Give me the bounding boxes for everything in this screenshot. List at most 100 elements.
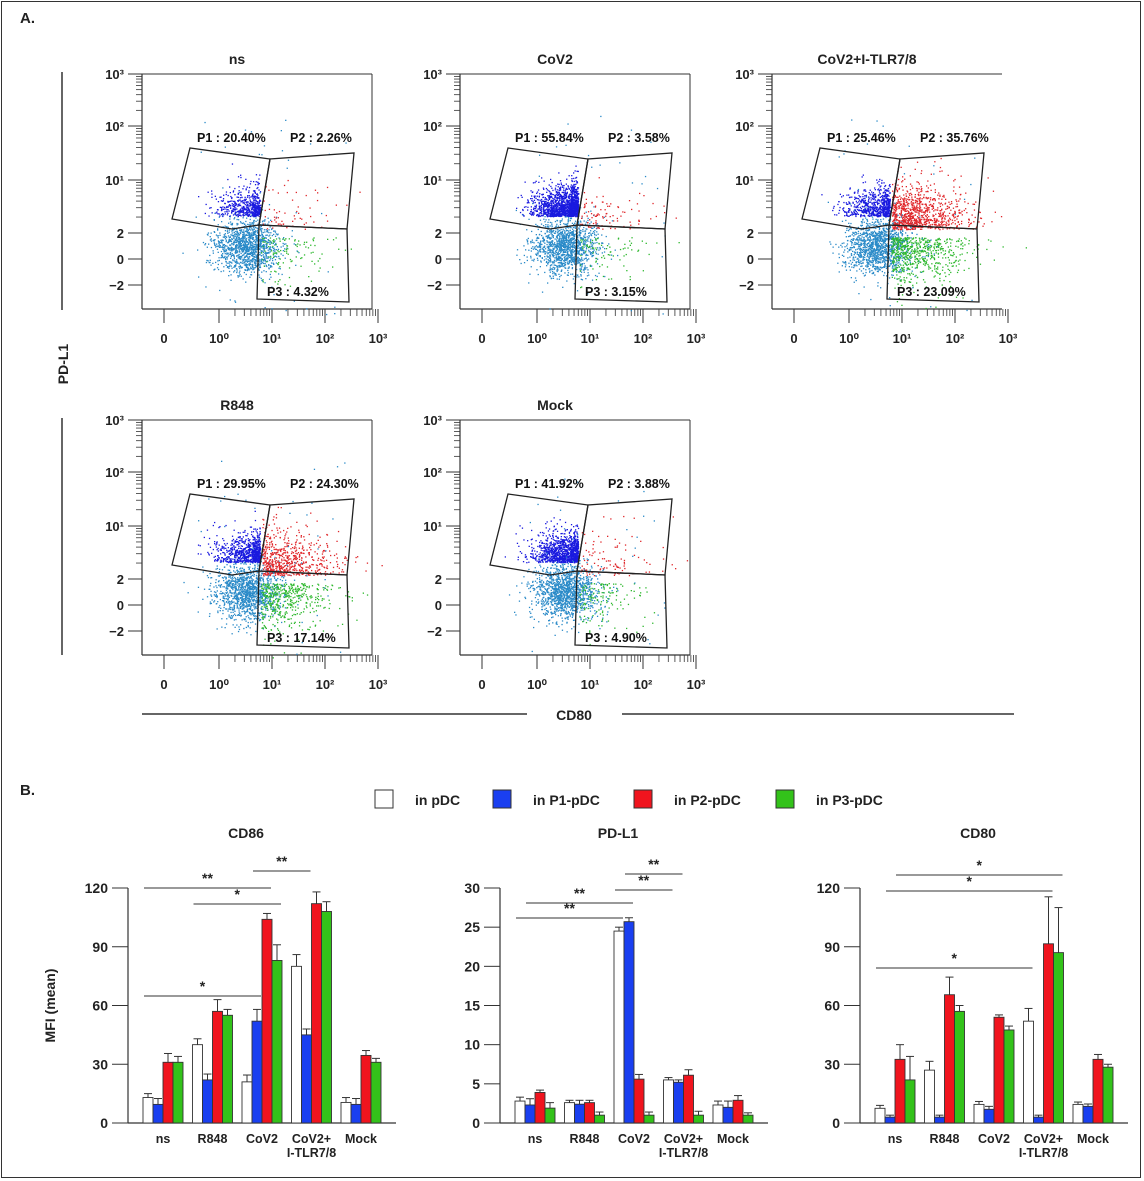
event-dot bbox=[551, 261, 553, 263]
event-dot bbox=[537, 228, 539, 231]
event-dot bbox=[326, 186, 329, 189]
event-dot bbox=[220, 254, 223, 257]
event-dot bbox=[248, 210, 251, 212]
event-dot bbox=[595, 228, 598, 230]
event-dot bbox=[253, 267, 255, 269]
event-dot bbox=[247, 266, 249, 269]
event-dot bbox=[246, 249, 248, 251]
event-dot bbox=[253, 228, 255, 230]
event-dot bbox=[252, 248, 254, 250]
event-dot bbox=[249, 218, 251, 221]
event-dot bbox=[272, 245, 274, 248]
event-dot bbox=[256, 231, 259, 233]
event-dot bbox=[228, 248, 230, 250]
event-dot bbox=[571, 204, 573, 206]
event-dot bbox=[554, 220, 557, 223]
event-dot bbox=[238, 244, 240, 246]
event-dot bbox=[609, 216, 611, 218]
event-dot bbox=[596, 241, 598, 244]
event-dot bbox=[532, 246, 534, 248]
event-dot bbox=[527, 209, 529, 211]
event-dot bbox=[275, 249, 278, 251]
event-dot bbox=[237, 176, 240, 178]
event-dot bbox=[553, 232, 555, 234]
event-dot bbox=[545, 224, 547, 226]
event-dot bbox=[573, 213, 575, 215]
event-dot bbox=[250, 234, 252, 236]
event-dot bbox=[568, 256, 571, 258]
event-dot bbox=[243, 261, 245, 263]
event-dot bbox=[224, 146, 226, 148]
event-dot bbox=[260, 230, 263, 232]
event-dot bbox=[558, 250, 560, 252]
event-dot bbox=[220, 196, 222, 198]
event-dot bbox=[221, 241, 223, 243]
event-dot bbox=[326, 220, 329, 222]
event-dot bbox=[601, 242, 603, 244]
event-dot bbox=[578, 247, 581, 249]
event-dot bbox=[214, 239, 216, 241]
event-dot bbox=[559, 212, 561, 214]
event-dot bbox=[305, 246, 307, 248]
event-dot bbox=[583, 236, 585, 238]
event-dot bbox=[241, 200, 243, 203]
event-dot bbox=[245, 213, 247, 215]
event-dot bbox=[542, 237, 544, 239]
event-dot bbox=[572, 230, 574, 233]
event-dot bbox=[225, 245, 227, 247]
event-dot bbox=[584, 252, 586, 254]
event-dot bbox=[231, 230, 233, 232]
event-dot bbox=[590, 248, 592, 250]
event-dot bbox=[594, 230, 596, 232]
event-dot bbox=[566, 229, 569, 232]
event-dot bbox=[294, 218, 296, 220]
event-dot bbox=[235, 246, 237, 248]
event-dot bbox=[570, 242, 572, 245]
event-dot bbox=[555, 208, 557, 210]
event-dot bbox=[258, 213, 260, 215]
event-dot bbox=[577, 221, 580, 223]
event-dot bbox=[275, 216, 278, 218]
event-dot bbox=[537, 259, 539, 261]
event-dot bbox=[275, 221, 277, 223]
event-dot bbox=[585, 247, 588, 249]
event-dot bbox=[569, 231, 571, 234]
event-dot bbox=[583, 262, 585, 265]
event-dot bbox=[549, 276, 551, 278]
event-dot bbox=[255, 210, 257, 213]
event-dot bbox=[574, 259, 576, 261]
event-dot bbox=[244, 241, 246, 243]
event-dot bbox=[566, 215, 569, 217]
event-dot bbox=[316, 199, 319, 202]
event-dot bbox=[236, 228, 238, 231]
event-dot bbox=[239, 246, 241, 248]
event-dot bbox=[306, 308, 308, 310]
event-dot bbox=[213, 242, 215, 244]
event-dot bbox=[249, 239, 251, 241]
event-dot bbox=[560, 245, 562, 247]
event-dot bbox=[590, 234, 593, 237]
event-dot bbox=[580, 249, 582, 252]
event-dot bbox=[232, 229, 234, 231]
event-dot bbox=[242, 209, 244, 211]
event-dot bbox=[583, 242, 585, 244]
event-dot bbox=[560, 205, 562, 208]
event-dot bbox=[259, 265, 261, 267]
event-dot bbox=[574, 225, 576, 228]
event-dot bbox=[207, 191, 209, 193]
event-dot bbox=[567, 235, 570, 237]
event-dot bbox=[568, 175, 570, 177]
event-dot bbox=[247, 223, 249, 226]
event-dot bbox=[537, 246, 539, 248]
event-dot bbox=[295, 264, 297, 266]
event-dot bbox=[259, 208, 261, 210]
event-dot bbox=[542, 251, 545, 253]
event-dot bbox=[248, 208, 250, 210]
event-dot bbox=[564, 237, 566, 239]
event-dot bbox=[288, 276, 291, 279]
event-dot bbox=[258, 153, 260, 156]
event-dot bbox=[286, 167, 288, 169]
event-dot bbox=[571, 259, 573, 261]
event-dot bbox=[583, 251, 585, 254]
event-dot bbox=[592, 254, 595, 257]
